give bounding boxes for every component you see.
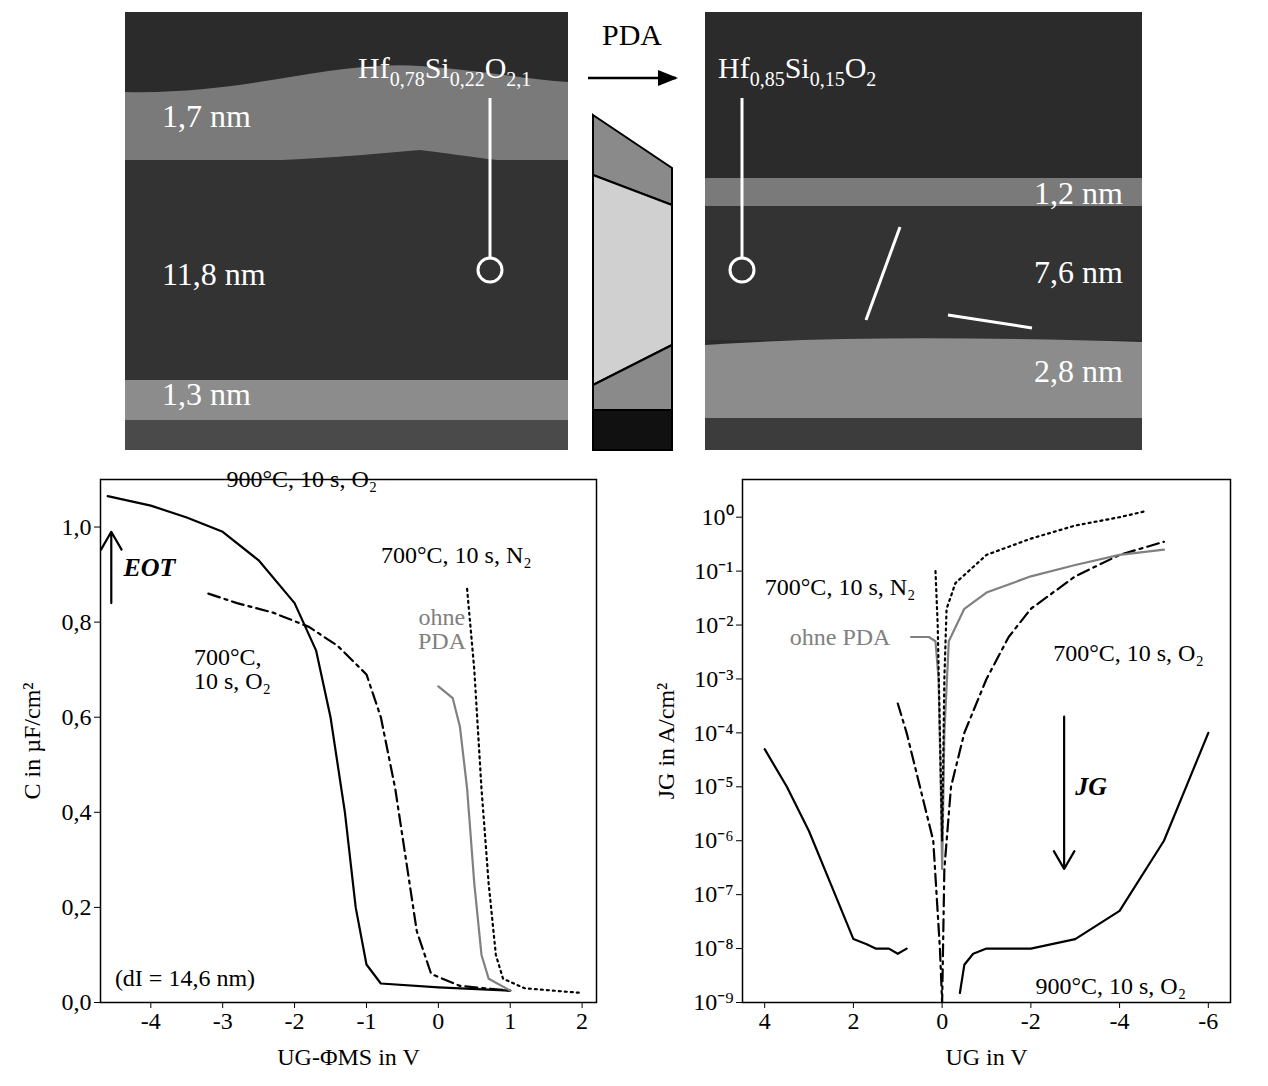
- svg-text:-2: -2: [1021, 1008, 1041, 1034]
- svg-text:0,0: 0,0: [62, 989, 92, 1015]
- svg-text:UG-ΦMS in V: UG-ΦMS in V: [277, 1044, 420, 1070]
- svg-text:(dI = 14,6 nm): (dI = 14,6 nm): [115, 965, 255, 991]
- svg-text:11,8 nm: 11,8 nm: [162, 256, 266, 292]
- svg-text:0,8: 0,8: [62, 609, 92, 635]
- svg-text:1,0: 1,0: [62, 514, 92, 540]
- svg-text:2: 2: [576, 1008, 588, 1034]
- svg-text:10⁻⁴: 10⁻⁴: [693, 720, 733, 746]
- svg-text:Hf0,85Si0,15O2: Hf0,85Si0,15O2: [718, 51, 876, 90]
- svg-text:1,2 nm: 1,2 nm: [1034, 175, 1123, 211]
- svg-text:ohnePDA: ohnePDA: [418, 604, 467, 654]
- svg-text:-1: -1: [356, 1008, 376, 1034]
- svg-text:700°C, 10 s, N₂: 700°C, 10 s, N₂: [381, 542, 532, 568]
- svg-text:0,4: 0,4: [62, 799, 92, 825]
- svg-text:10⁻⁷: 10⁻⁷: [693, 881, 733, 907]
- svg-text:2: 2: [847, 1008, 859, 1034]
- svg-text:900°C, 10 s, O₂: 900°C, 10 s, O₂: [1035, 973, 1186, 999]
- svg-text:1,7 nm: 1,7 nm: [162, 98, 251, 134]
- svg-text:-2: -2: [285, 1008, 305, 1034]
- svg-text:700°C, 10 s, O₂: 700°C, 10 s, O₂: [1053, 640, 1204, 666]
- svg-text:-4: -4: [141, 1008, 161, 1034]
- svg-text:700°C,10 s, O₂: 700°C,10 s, O₂: [194, 644, 271, 694]
- svg-text:JG in A/cm²: JG in A/cm²: [653, 683, 679, 800]
- svg-text:EOT: EOT: [123, 553, 177, 582]
- svg-text:10⁻⁶: 10⁻⁶: [693, 827, 733, 853]
- svg-text:Hf0,78Si0,22O2,1: Hf0,78Si0,22O2,1: [358, 51, 531, 90]
- svg-text:10⁻⁵: 10⁻⁵: [693, 773, 733, 799]
- svg-text:10⁻¹: 10⁻¹: [694, 558, 733, 584]
- svg-text:2,8 nm: 2,8 nm: [1034, 353, 1123, 389]
- svg-text:C in µF/cm²: C in µF/cm²: [19, 682, 45, 799]
- svg-text:UG in V: UG in V: [945, 1044, 1028, 1070]
- svg-text:10⁻⁸: 10⁻⁸: [693, 935, 733, 961]
- svg-text:10⁻⁹: 10⁻⁹: [693, 989, 733, 1015]
- svg-text:900°C, 10 s, O₂: 900°C, 10 s, O₂: [226, 466, 378, 493]
- svg-text:1,3 nm: 1,3 nm: [162, 376, 251, 412]
- svg-text:ohne PDA: ohne PDA: [790, 624, 891, 650]
- svg-text:10⁻³: 10⁻³: [694, 666, 733, 692]
- svg-text:700°C, 10 s, N₂: 700°C, 10 s, N₂: [765, 574, 916, 600]
- svg-text:0: 0: [432, 1008, 444, 1034]
- svg-text:0: 0: [936, 1008, 948, 1034]
- svg-text:-6: -6: [1198, 1008, 1218, 1034]
- svg-text:JG: JG: [1074, 772, 1107, 801]
- svg-text:4: 4: [759, 1008, 771, 1034]
- svg-text:-3: -3: [213, 1008, 233, 1034]
- svg-text:10⁰: 10⁰: [702, 504, 734, 530]
- svg-text:-4: -4: [1110, 1008, 1130, 1034]
- svg-text:10⁻²: 10⁻²: [694, 612, 733, 638]
- svg-text:1: 1: [504, 1008, 516, 1034]
- svg-text:7,6 nm: 7,6 nm: [1034, 254, 1123, 290]
- svg-text:PDA: PDA: [602, 18, 662, 51]
- svg-text:0,6: 0,6: [62, 704, 92, 730]
- svg-text:0,2: 0,2: [62, 894, 92, 920]
